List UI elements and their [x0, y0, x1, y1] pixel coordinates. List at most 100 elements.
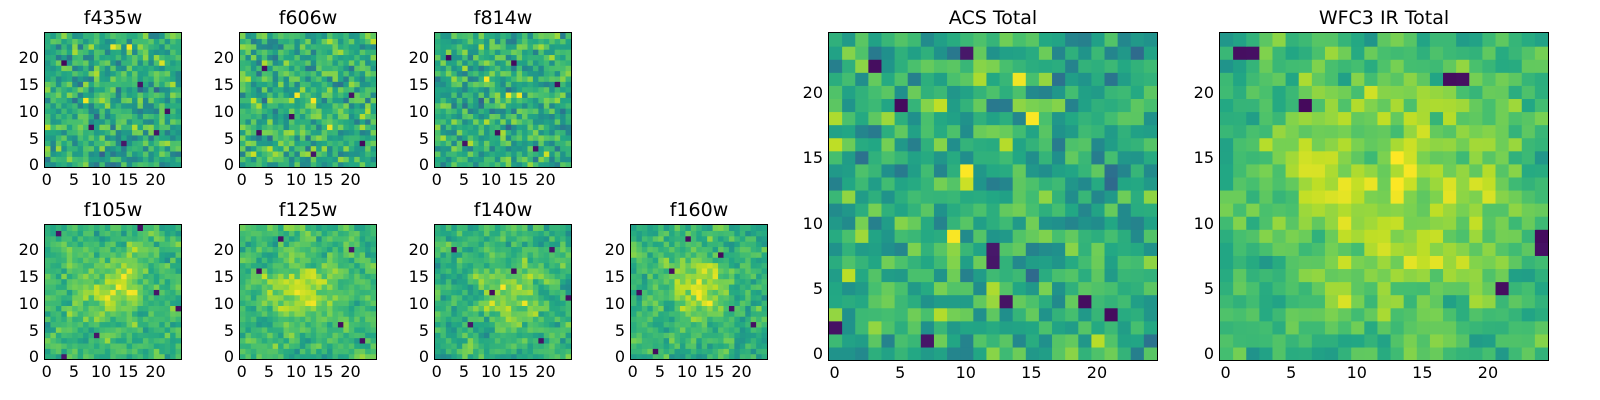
heatmap-cell — [245, 257, 252, 264]
heatmap-cell — [110, 113, 117, 120]
heatmap-cell — [489, 337, 496, 344]
heatmap-cell — [543, 43, 550, 50]
heatmap-cell — [522, 38, 529, 45]
heatmap-cell — [299, 225, 306, 231]
heatmap-cell — [365, 273, 372, 280]
heatmap-cell — [483, 108, 490, 114]
heatmap-cell — [115, 140, 122, 147]
heatmap-cell — [674, 337, 681, 344]
heatmap-cell — [500, 326, 507, 333]
heatmap-cell — [50, 59, 57, 66]
heatmap-cell — [451, 129, 458, 136]
heatmap-cell — [354, 337, 361, 344]
heatmap-cell — [365, 38, 372, 45]
heatmap-cell — [72, 59, 79, 66]
heatmap-cell — [658, 332, 665, 339]
heatmap-cell — [343, 102, 350, 109]
heatmap-cell — [478, 70, 485, 77]
heatmap-cell — [72, 332, 79, 339]
heatmap-cell — [473, 145, 480, 152]
heatmap-cell — [543, 251, 550, 258]
heatmap-cell — [66, 353, 73, 359]
heatmap-cell — [126, 124, 133, 131]
heatmap-cell — [907, 124, 922, 139]
heatmap-cell — [761, 251, 767, 258]
heatmap-cell — [674, 278, 681, 285]
heatmap-cell — [110, 124, 117, 131]
heatmap-cell — [370, 97, 376, 104]
heatmap-cell — [45, 321, 52, 328]
heatmap-cell — [132, 289, 139, 296]
heatmap-cell — [83, 305, 90, 312]
heatmap-cell — [99, 81, 106, 88]
heatmap-cell — [1052, 255, 1066, 270]
heatmap-cell — [636, 262, 643, 269]
heatmap-cell — [61, 225, 68, 231]
heatmap-cell — [679, 235, 686, 242]
heatmap-cell — [288, 124, 295, 131]
heatmap-cell — [745, 326, 752, 333]
heatmap-cell — [142, 300, 149, 306]
heatmap-cell — [104, 262, 111, 269]
heatmap-cell — [321, 102, 328, 109]
heatmap-cell — [61, 267, 68, 274]
heatmap-cell — [354, 310, 361, 317]
heatmap-cell — [121, 91, 128, 98]
heatmap-cell — [121, 342, 128, 349]
heatmap-cell — [365, 310, 372, 317]
heatmap-cell — [245, 134, 252, 141]
heatmap-cell — [245, 241, 252, 248]
heatmap-cell — [137, 145, 144, 152]
heatmap-cell — [288, 246, 295, 253]
heatmap-cell — [631, 316, 638, 323]
heatmap-cell — [478, 235, 485, 242]
heatmap-cell — [348, 251, 355, 258]
heatmap-cell — [45, 129, 52, 136]
heatmap-cell — [343, 267, 350, 274]
heatmap-cell — [148, 38, 155, 45]
heatmap-cell — [272, 310, 279, 317]
heatmap-cell — [272, 262, 279, 269]
heatmap-cell — [45, 43, 52, 50]
heatmap-cell — [240, 43, 247, 50]
heatmap-cell — [310, 251, 317, 258]
heatmap-cell — [288, 108, 295, 114]
heatmap-cell — [170, 262, 177, 269]
heatmap-cell — [153, 300, 160, 306]
heatmap-cell — [527, 33, 534, 39]
heatmap-cell — [55, 86, 62, 93]
heatmap-cell — [560, 134, 567, 141]
heatmap-cell — [175, 241, 181, 248]
heatmap-cell — [337, 59, 344, 66]
heatmap-cell — [50, 305, 57, 312]
heatmap-cell — [707, 241, 714, 248]
y-tick-label: 0 — [223, 155, 234, 175]
heatmap-cell — [55, 118, 62, 125]
heatmap-cell — [126, 81, 133, 88]
heatmap-cell — [868, 242, 883, 256]
heatmap-cell — [565, 134, 571, 141]
heatmap-cell — [494, 65, 501, 72]
heatmap-cell — [842, 137, 856, 152]
heatmap-cell — [483, 235, 490, 242]
heatmap-cell — [500, 33, 507, 39]
heatmap-cell — [175, 43, 181, 50]
heatmap-cell — [310, 65, 317, 72]
heatmap-cell — [467, 332, 474, 339]
heatmap-cell — [829, 124, 843, 139]
heatmap-cell — [636, 225, 643, 231]
heatmap-cell — [153, 129, 160, 136]
heatmap-cell — [451, 118, 458, 125]
heatmap-cell — [532, 305, 539, 312]
heatmap-cell — [1104, 281, 1119, 296]
heatmap-cell — [288, 241, 295, 248]
heatmap-cell — [164, 54, 171, 61]
heatmap-cell — [669, 267, 676, 274]
heatmap-cell — [745, 353, 752, 359]
heatmap-cell — [947, 85, 961, 99]
heatmap-cell — [93, 225, 100, 231]
heatmap-cell — [83, 289, 90, 296]
heatmap-cell — [159, 267, 166, 274]
heatmap-cell — [440, 337, 447, 344]
heatmap-cell — [343, 262, 350, 269]
